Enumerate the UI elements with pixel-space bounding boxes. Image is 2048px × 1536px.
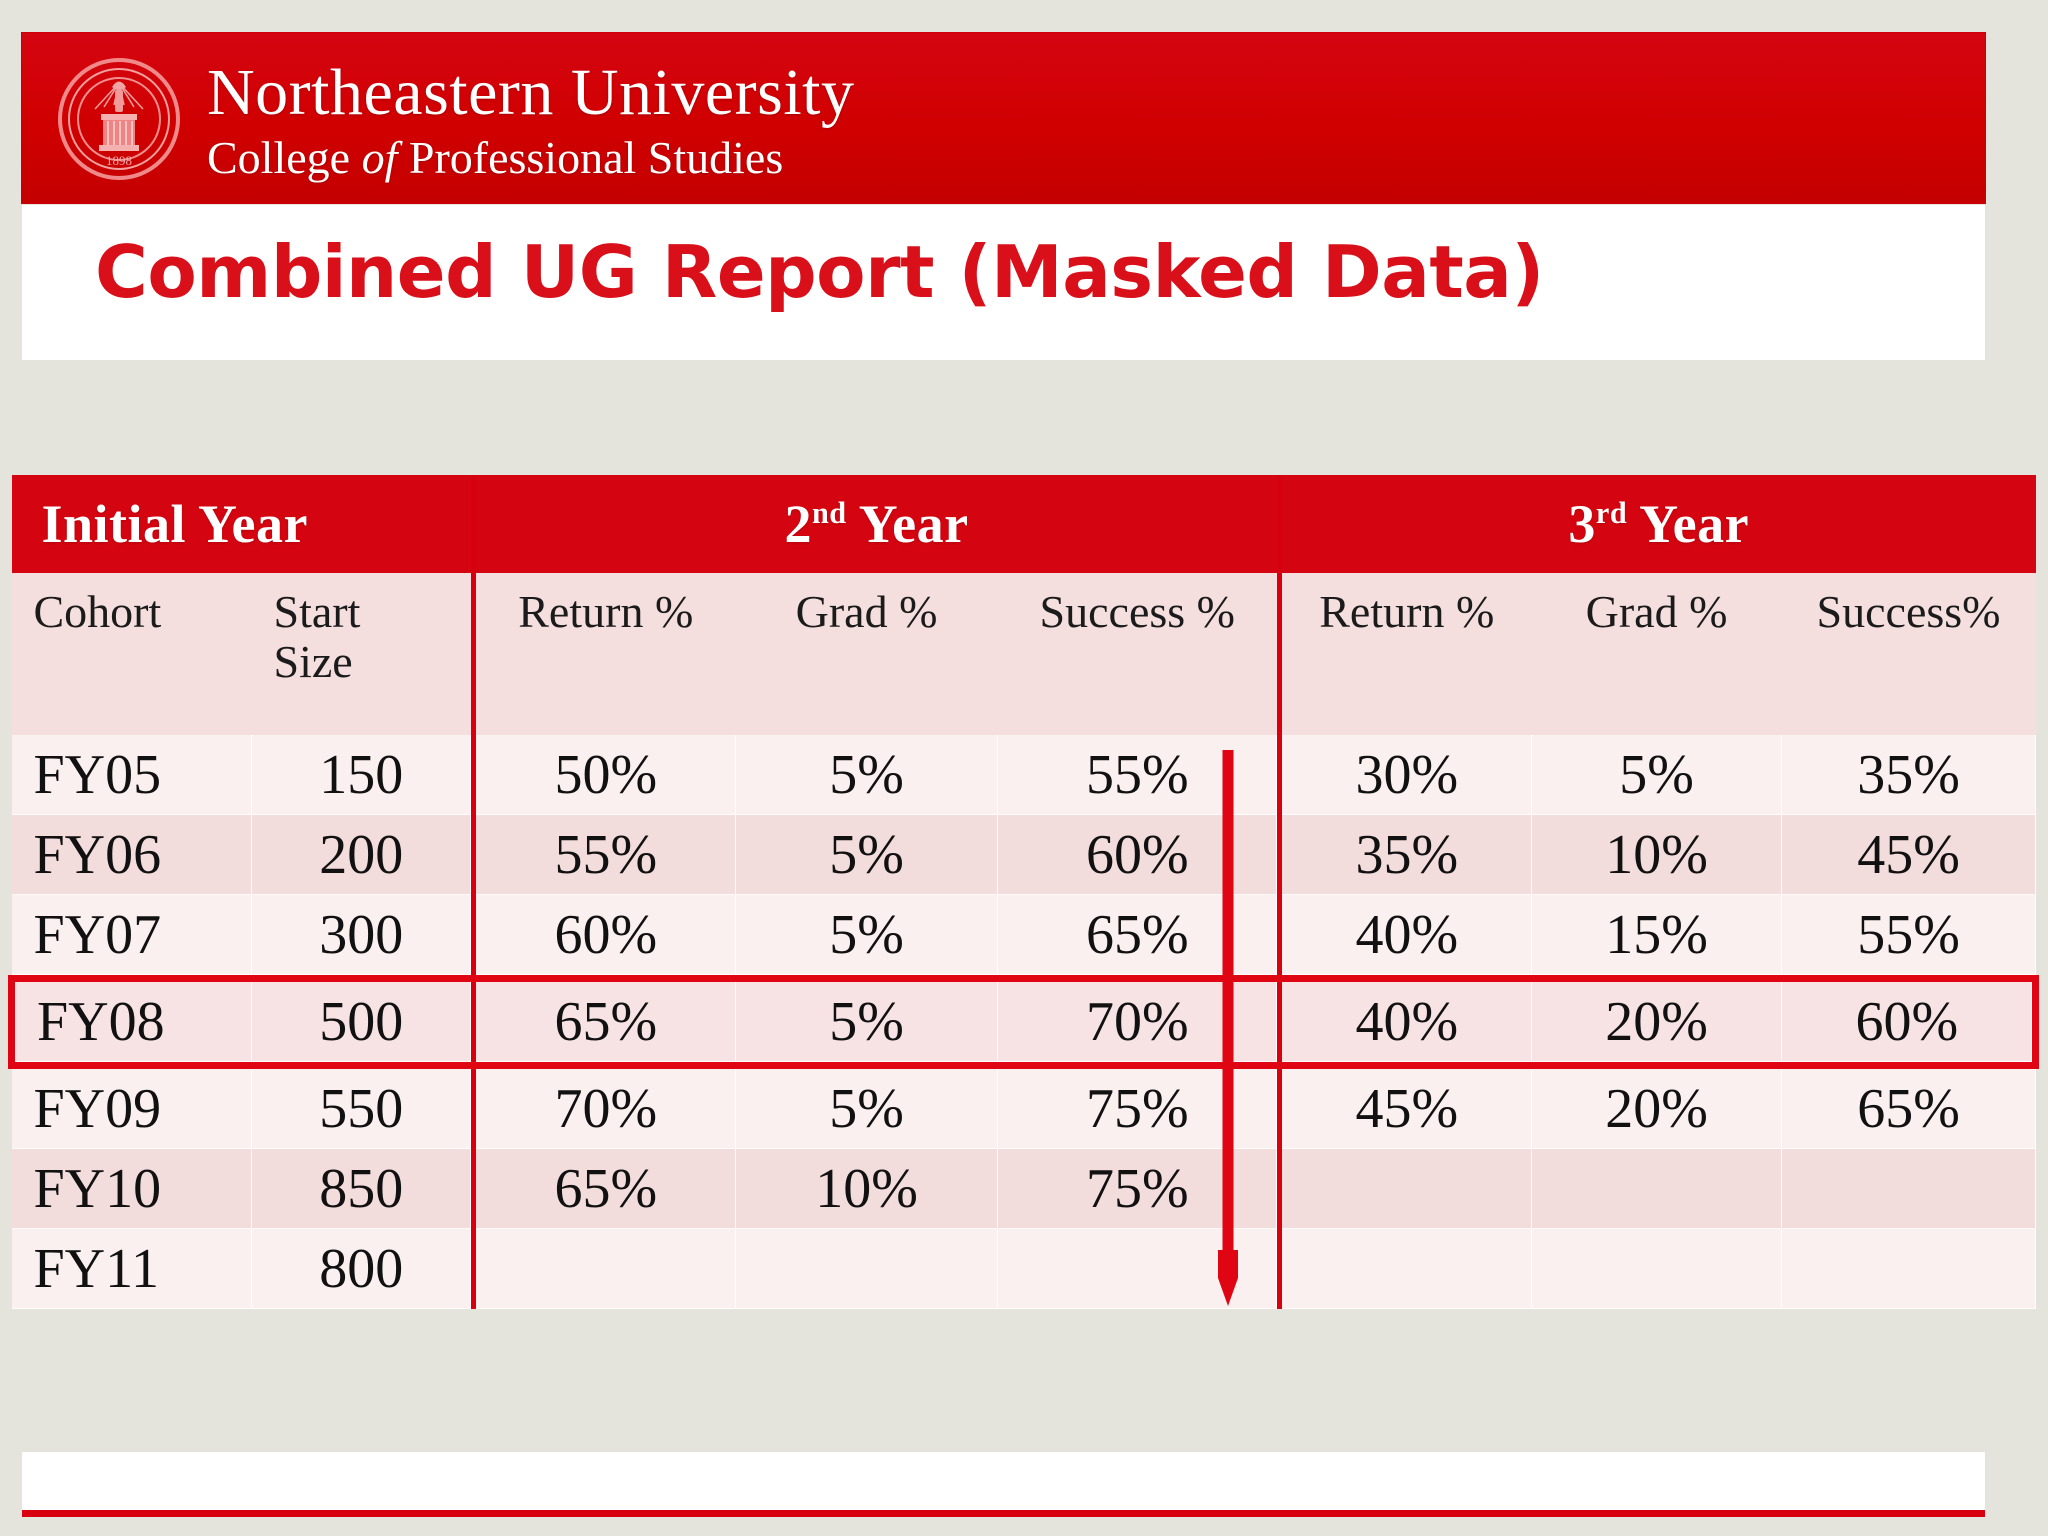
combined-ug-report-table: Initial Year 2nd Year 3rd Year Cohort St… xyxy=(8,475,2040,1309)
cell-y2-success: 75% xyxy=(997,1149,1280,1229)
cell-y2-success: 70% xyxy=(997,975,1280,1069)
college-italic-of: of xyxy=(361,131,398,183)
cell-y3-return: 35% xyxy=(1277,815,1532,895)
page-title: Combined UG Report (Masked Data) xyxy=(95,230,1544,314)
group-header-second-year-num: 2 xyxy=(784,494,812,554)
cell-y2-return xyxy=(471,1229,736,1309)
group-header-second-year-sup: nd xyxy=(811,496,847,530)
cell-start-size: 500 xyxy=(251,975,474,1069)
group-header-row: Initial Year 2nd Year 3rd Year xyxy=(11,475,2036,573)
cell-y3-success xyxy=(1781,1149,2036,1229)
group-header-third-year-num: 3 xyxy=(1568,494,1596,554)
cell-y2-grad: 5% xyxy=(735,735,998,815)
cell-y2-success xyxy=(997,1229,1280,1309)
cell-y3-grad: 20% xyxy=(1531,975,1782,1069)
cell-y2-grad: 10% xyxy=(735,1149,998,1229)
cell-y2-grad: 5% xyxy=(735,1065,998,1149)
column-header-y3-return: Return % xyxy=(1277,573,1532,735)
cell-cohort: FY11 xyxy=(11,1229,252,1309)
column-header-y2-success: Success % xyxy=(997,573,1280,735)
cell-y3-grad xyxy=(1531,1149,1782,1229)
cell-y3-success: 35% xyxy=(1781,735,2036,815)
table-row: FY07 300 60% 5% 65% 40% 15% 55% xyxy=(11,895,2036,979)
column-header-y3-success: Success% xyxy=(1781,573,2036,735)
report-table-container: Initial Year 2nd Year 3rd Year Cohort St… xyxy=(8,475,2040,1309)
footer-band xyxy=(22,1452,1985,1517)
group-header-initial-year: Initial Year xyxy=(11,475,474,573)
column-header-cohort: Cohort xyxy=(11,573,252,735)
group-header-second-year-tail: Year xyxy=(846,494,969,554)
cell-y2-return: 65% xyxy=(471,975,736,1069)
table-row: FY10 850 65% 10% 75% xyxy=(11,1149,2036,1229)
cell-y3-grad: 5% xyxy=(1531,735,1782,815)
cell-y2-success: 75% xyxy=(997,1065,1280,1149)
cell-cohort: FY08 xyxy=(8,975,252,1069)
cell-start-size: 150 xyxy=(251,735,474,815)
college-name: College of Professional Studies xyxy=(207,131,855,183)
report-table-body: FY05 150 50% 5% 55% 30% 5% 35% FY06 200 … xyxy=(8,735,2040,1309)
cell-cohort: FY06 xyxy=(11,815,252,895)
group-header-third-year: 3rd Year xyxy=(1277,475,2036,573)
cell-y2-return: 70% xyxy=(471,1065,736,1149)
cell-start-size: 800 xyxy=(251,1229,474,1309)
cell-y2-return: 50% xyxy=(471,735,736,815)
cell-y2-grad xyxy=(735,1229,998,1309)
column-header-y2-return: Return % xyxy=(471,573,736,735)
column-header-y3-grad: Grad % xyxy=(1531,573,1782,735)
cell-y3-success xyxy=(1781,1229,2036,1309)
cell-y3-return xyxy=(1277,1149,1532,1229)
cell-y3-return: 45% xyxy=(1277,1065,1532,1149)
cell-y2-success: 55% xyxy=(997,735,1280,815)
column-header-start-size: Start Size xyxy=(251,573,474,735)
cell-start-size: 300 xyxy=(251,895,474,979)
cell-y2-grad: 5% xyxy=(735,815,998,895)
cell-y3-return: 40% xyxy=(1277,895,1532,979)
cell-start-size: 550 xyxy=(251,1065,474,1149)
cell-y3-success: 60% xyxy=(1781,975,2040,1069)
cell-y2-return: 55% xyxy=(471,815,736,895)
cell-y2-success: 60% xyxy=(997,815,1280,895)
cell-y2-return: 60% xyxy=(471,895,736,979)
cell-start-size: 850 xyxy=(251,1149,474,1229)
college-suffix: Professional Studies xyxy=(408,131,784,183)
group-header-third-year-sup: rd xyxy=(1595,496,1628,530)
cell-y3-grad: 20% xyxy=(1531,1065,1782,1149)
svg-text:1898: 1898 xyxy=(106,153,132,168)
group-header-third-year-tail: Year xyxy=(1627,494,1750,554)
cell-y3-grad: 10% xyxy=(1531,815,1782,895)
cell-y3-success: 65% xyxy=(1781,1065,2036,1149)
cell-y3-return: 40% xyxy=(1277,975,1532,1069)
university-name: Northeastern University xyxy=(207,55,855,129)
cell-y2-return: 65% xyxy=(471,1149,736,1229)
cell-cohort: FY07 xyxy=(11,895,252,979)
cell-y2-grad: 5% xyxy=(735,895,998,979)
title-band: Combined UG Report (Masked Data) xyxy=(22,205,1985,360)
cell-y3-success: 45% xyxy=(1781,815,2036,895)
college-prefix: College xyxy=(207,131,351,183)
cell-start-size: 200 xyxy=(251,815,474,895)
table-row: FY06 200 55% 5% 60% 35% 10% 45% xyxy=(11,815,2036,895)
cell-cohort: FY10 xyxy=(11,1149,252,1229)
cell-y2-grad: 5% xyxy=(735,975,998,1069)
cell-y3-grad: 15% xyxy=(1531,895,1782,979)
cell-cohort: FY09 xyxy=(11,1065,252,1149)
table-row: FY09 550 70% 5% 75% 45% 20% 65% xyxy=(11,1065,2036,1149)
table-row: FY11 800 xyxy=(11,1229,2036,1309)
cell-y3-success: 55% xyxy=(1781,895,2036,979)
column-header-row: Cohort Start Size Return % Grad % Success… xyxy=(11,573,2036,735)
table-row: FY05 150 50% 5% 55% 30% 5% 35% xyxy=(11,735,2036,815)
table-row-highlighted: FY08 500 65% 5% 70% 40% 20% 60% xyxy=(8,975,2040,1069)
group-header-second-year: 2nd Year xyxy=(471,475,1280,573)
cell-y3-return xyxy=(1277,1229,1532,1309)
cell-cohort: FY05 xyxy=(11,735,252,815)
northeastern-seal-icon: 1898 xyxy=(57,57,181,181)
brand-header-banner: 1898 Northeastern University College of … xyxy=(22,33,1985,203)
cell-y2-success: 65% xyxy=(997,895,1280,979)
column-header-y2-grad: Grad % xyxy=(735,573,998,735)
cell-y3-return: 30% xyxy=(1277,735,1532,815)
cell-y3-grad xyxy=(1531,1229,1782,1309)
